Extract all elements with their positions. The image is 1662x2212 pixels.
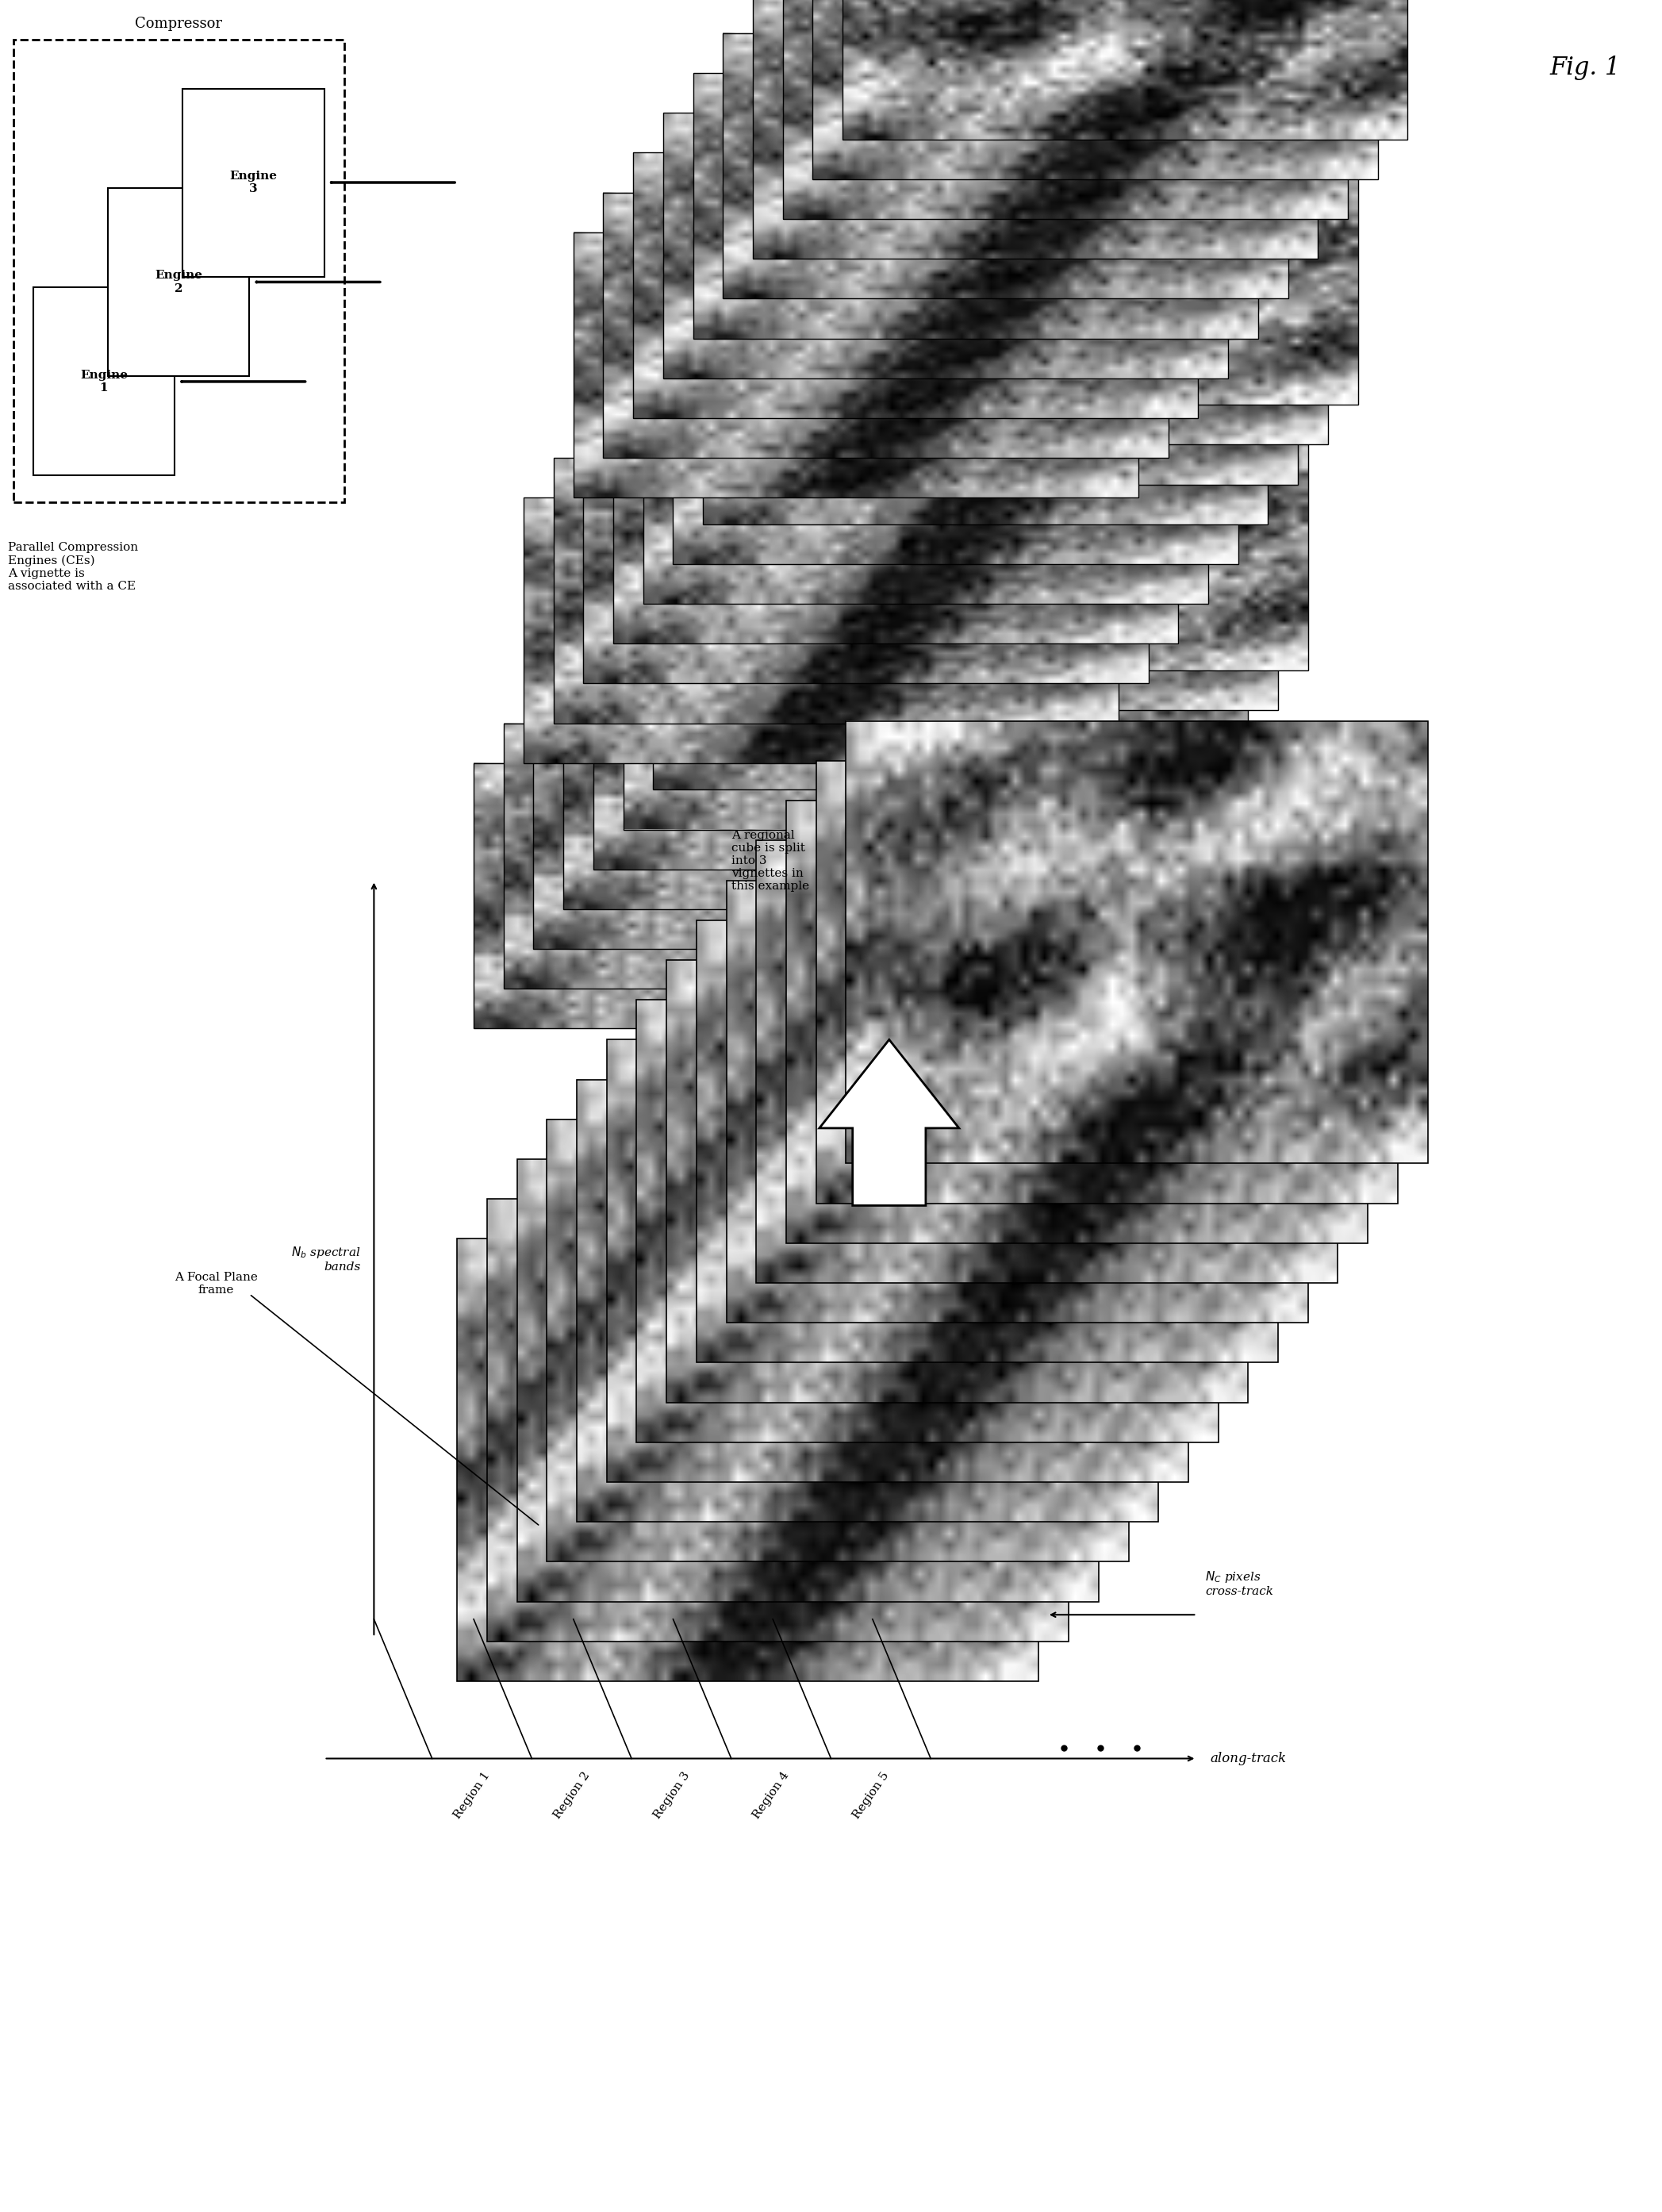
Text: Engine
1: Engine 1: [80, 369, 128, 394]
Bar: [703, 259, 1268, 524]
Bar: [723, 33, 1288, 299]
Bar: [843, 0, 1408, 139]
Bar: [534, 684, 1099, 949]
Bar: [583, 418, 1148, 684]
Bar: [846, 721, 1428, 1164]
Text: $N_C$ pixels
cross-track: $N_C$ pixels cross-track: [1205, 1568, 1273, 1597]
Text: Region 2: Region 2: [552, 1770, 592, 1820]
Bar: [517, 1159, 1099, 1601]
Polygon shape: [819, 1040, 959, 1206]
Bar: [487, 1199, 1069, 1641]
Bar: [563, 644, 1128, 909]
Text: Region 1: Region 1: [452, 1770, 492, 1820]
Bar: [553, 458, 1119, 723]
Bar: [666, 960, 1248, 1402]
Bar: [756, 841, 1338, 1283]
Text: Engine
2: Engine 2: [155, 270, 203, 294]
Bar: [663, 113, 1228, 378]
Bar: [603, 192, 1168, 458]
Text: Parallel Compression
Engines (CEs)
A vignette is
associated with a CE: Parallel Compression Engines (CEs) A vig…: [8, 542, 138, 593]
Bar: [623, 564, 1188, 830]
Bar: [683, 484, 1248, 750]
Text: Region 3: Region 3: [652, 1770, 691, 1820]
Text: A regional
cube is split
into 3
vignettes in
this example: A regional cube is split into 3 vignette…: [731, 830, 809, 891]
Bar: [457, 1239, 1039, 1681]
Bar: [693, 73, 1258, 338]
Text: $N_b$ spectral
bands: $N_b$ spectral bands: [291, 1245, 361, 1272]
Bar: [726, 880, 1308, 1323]
Bar: [607, 1040, 1188, 1482]
Bar: [786, 801, 1368, 1243]
Bar: [673, 299, 1238, 564]
Bar: [183, 88, 324, 276]
Bar: [504, 723, 1069, 989]
Bar: [643, 338, 1208, 604]
Bar: [783, 0, 1348, 219]
Text: along-track: along-track: [1210, 1752, 1286, 1765]
Bar: [763, 179, 1328, 445]
Bar: [733, 219, 1298, 484]
Bar: [524, 498, 1089, 763]
Bar: [743, 405, 1308, 670]
Bar: [653, 524, 1218, 790]
Bar: [613, 378, 1178, 644]
Text: Region 5: Region 5: [851, 1770, 891, 1820]
Bar: [33, 288, 175, 476]
Text: A Focal Plane
frame: A Focal Plane frame: [175, 1272, 258, 1296]
Bar: [793, 139, 1358, 405]
Bar: [108, 188, 249, 376]
Bar: [637, 1000, 1218, 1442]
Bar: [474, 763, 1039, 1029]
Bar: [547, 1119, 1128, 1562]
Bar: [813, 0, 1378, 179]
Text: Region 4: Region 4: [751, 1770, 791, 1820]
Bar: [577, 1079, 1158, 1522]
Bar: [593, 604, 1158, 869]
Bar: [713, 445, 1278, 710]
Bar: [696, 920, 1278, 1363]
Bar: [753, 0, 1318, 259]
Bar: [573, 232, 1138, 498]
Bar: [13, 40, 344, 502]
Text: Fig. 1: Fig. 1: [1549, 55, 1620, 80]
Bar: [816, 761, 1398, 1203]
Bar: [633, 153, 1198, 418]
Text: Engine
3: Engine 3: [229, 170, 278, 195]
Text: Compressor: Compressor: [135, 18, 223, 31]
